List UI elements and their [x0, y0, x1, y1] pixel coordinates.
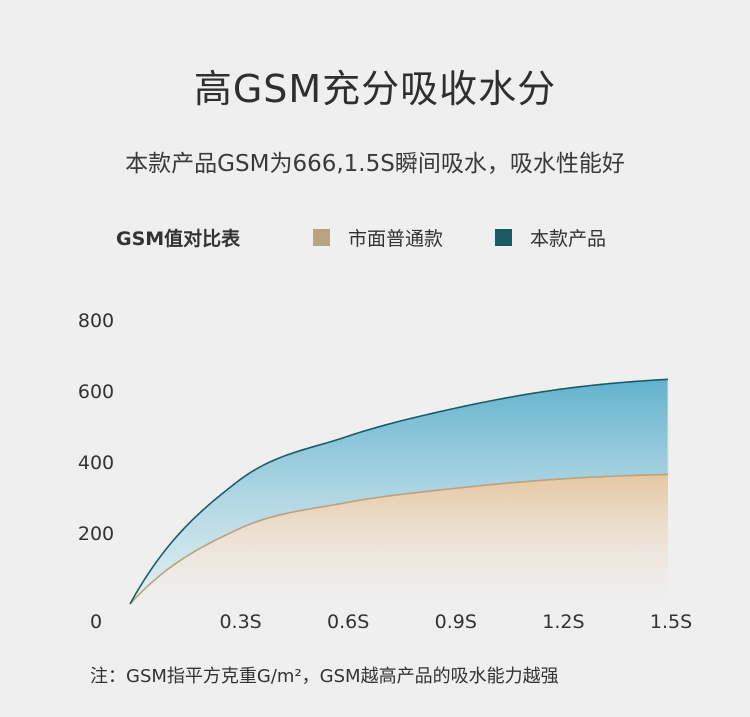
page-subtitle: 本款产品GSM为666,1.5S瞬间吸水，吸水性能好	[125, 151, 625, 177]
x-tick-label: 1.2S	[542, 611, 584, 633]
legend-swatch-market	[313, 229, 330, 246]
line-product	[129, 378, 669, 605]
legend-item-product: 本款产品	[495, 224, 606, 251]
line-market	[129, 473, 669, 605]
y-tick-label: 400	[78, 452, 114, 474]
legend-label-product: 本款产品	[530, 228, 607, 250]
page-title: 高GSM充分吸收水分	[193, 67, 557, 111]
y-tick-label: 0	[90, 611, 102, 633]
x-tick-label: 0.3S	[219, 611, 261, 633]
legend-label-market: 市面普通款	[348, 228, 444, 250]
x-tick-label: 0.6S	[327, 611, 369, 633]
x-tick-label: 0.9S	[435, 611, 477, 633]
legend-title: GSM值对比表	[116, 228, 241, 250]
x-tick-label: 1.5S	[650, 611, 692, 633]
area-market	[130, 474, 668, 604]
y-tick-label: 200	[78, 523, 114, 545]
y-tick-label: 800	[78, 310, 114, 332]
footnote: 注：GSM指平方克重G/m²，GSM越高产品的吸水能力越强	[90, 666, 559, 687]
area-product	[130, 379, 668, 604]
legend-swatch-product	[495, 229, 512, 246]
legend-item-market: 市面普通款	[313, 224, 443, 251]
y-tick-label: 600	[78, 381, 114, 403]
